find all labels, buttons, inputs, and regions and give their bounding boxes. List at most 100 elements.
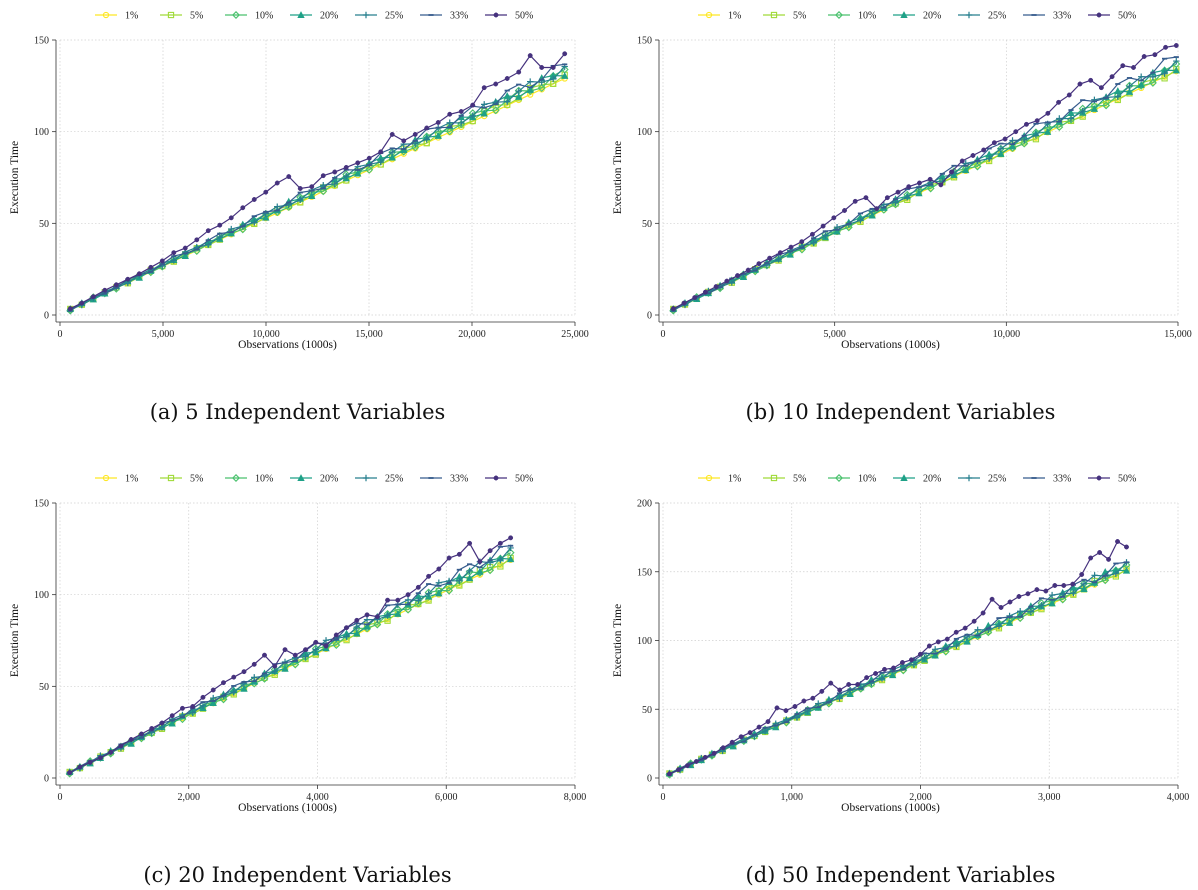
data-point xyxy=(168,719,176,727)
data-point xyxy=(526,86,535,95)
y-axis-title: Execution Time xyxy=(612,604,624,677)
data-point xyxy=(539,65,545,70)
data-point xyxy=(938,182,944,188)
data-point xyxy=(477,559,483,565)
data-point xyxy=(240,684,248,692)
data-point xyxy=(389,149,396,156)
data-point xyxy=(200,694,206,700)
data-point xyxy=(373,620,382,629)
data-point xyxy=(354,169,362,177)
data-point xyxy=(364,612,370,618)
data-point xyxy=(136,271,142,277)
data-point xyxy=(284,203,293,211)
data-point xyxy=(331,180,338,188)
data-point xyxy=(1137,81,1146,90)
grid xyxy=(59,502,576,779)
chart-c: 0 2,000 4,000 6,000 8,000 0 50 100 150 Observatio… xyxy=(9,474,586,815)
data-point xyxy=(777,250,783,256)
data-point xyxy=(435,589,443,597)
data-point xyxy=(118,743,124,749)
series-line xyxy=(69,547,512,773)
data-point xyxy=(526,86,534,93)
y-axis-title: Execution Time xyxy=(9,141,21,214)
data-point xyxy=(1025,591,1031,597)
legend-marker xyxy=(232,11,240,19)
data-point xyxy=(182,245,188,251)
data-point xyxy=(831,215,837,221)
data-point xyxy=(670,306,676,312)
data-point xyxy=(1109,74,1115,80)
data-point xyxy=(1120,63,1126,69)
data-point xyxy=(67,770,73,775)
data-point xyxy=(412,131,418,137)
data-point xyxy=(491,106,500,115)
data-point xyxy=(389,131,395,137)
data-point xyxy=(855,682,861,687)
data-point xyxy=(497,563,504,570)
data-point xyxy=(681,300,687,306)
data-point xyxy=(772,723,780,731)
series-33pct xyxy=(670,56,1179,312)
chart-d: 0 1,000 2,000 3,000 4,000 0 50 100 150 200 Observa… xyxy=(612,474,1190,815)
data-point xyxy=(113,282,119,288)
data-point xyxy=(377,158,384,166)
legend-label: 33% xyxy=(450,11,468,22)
data-point xyxy=(343,633,350,640)
data-point xyxy=(959,158,965,164)
data-point xyxy=(171,250,177,256)
data-point xyxy=(761,727,769,735)
data-point xyxy=(395,597,401,603)
data-point xyxy=(550,65,556,70)
data-point xyxy=(828,680,834,686)
data-point xyxy=(263,189,269,195)
data-point xyxy=(475,568,484,577)
data-point xyxy=(537,84,546,93)
series-50pct xyxy=(670,43,1179,312)
data-point xyxy=(181,252,189,259)
data-point xyxy=(1005,619,1014,626)
data-point xyxy=(767,255,773,261)
data-point xyxy=(353,623,360,631)
data-point xyxy=(455,576,464,585)
data-point xyxy=(378,149,384,155)
data-point xyxy=(815,700,822,707)
data-point xyxy=(281,664,289,672)
data-point xyxy=(272,663,278,669)
legend-label: 25% xyxy=(988,474,1006,485)
data-point xyxy=(404,596,412,603)
data-point xyxy=(506,555,515,563)
data-point xyxy=(756,261,762,267)
data-point xyxy=(765,719,771,725)
legend-label: 33% xyxy=(1053,474,1071,485)
data-point xyxy=(980,610,986,616)
y-tick-label: 50 xyxy=(39,219,49,230)
legend-label: 20% xyxy=(923,474,941,485)
data-point xyxy=(692,295,698,301)
data-point xyxy=(469,112,476,119)
data-point xyxy=(363,622,371,630)
x-tick-label: 4,000 xyxy=(1167,792,1190,803)
data-point xyxy=(962,166,970,174)
data-point xyxy=(738,734,744,740)
chart-b: 0 5,000 10,000 15,000 0 50 100 150 Observations … xyxy=(612,11,1192,352)
series-line xyxy=(70,53,566,310)
legend-label: 10% xyxy=(255,11,273,22)
data-point xyxy=(973,162,982,171)
data-point xyxy=(1032,132,1040,139)
x-tick-label: 2,000 xyxy=(909,792,932,803)
legend-marker xyxy=(1096,12,1102,18)
data-point xyxy=(216,233,223,241)
data-point xyxy=(1079,107,1086,115)
data-point xyxy=(423,136,430,143)
data-point xyxy=(799,239,805,245)
data-point xyxy=(497,556,504,564)
data-point xyxy=(684,763,690,769)
data-point xyxy=(320,182,327,189)
data-point xyxy=(825,698,833,705)
data-point xyxy=(963,637,971,645)
data-point xyxy=(323,643,329,649)
data-point xyxy=(910,661,918,668)
data-point xyxy=(388,153,396,161)
data-point xyxy=(1008,142,1017,150)
data-point xyxy=(1016,594,1022,599)
